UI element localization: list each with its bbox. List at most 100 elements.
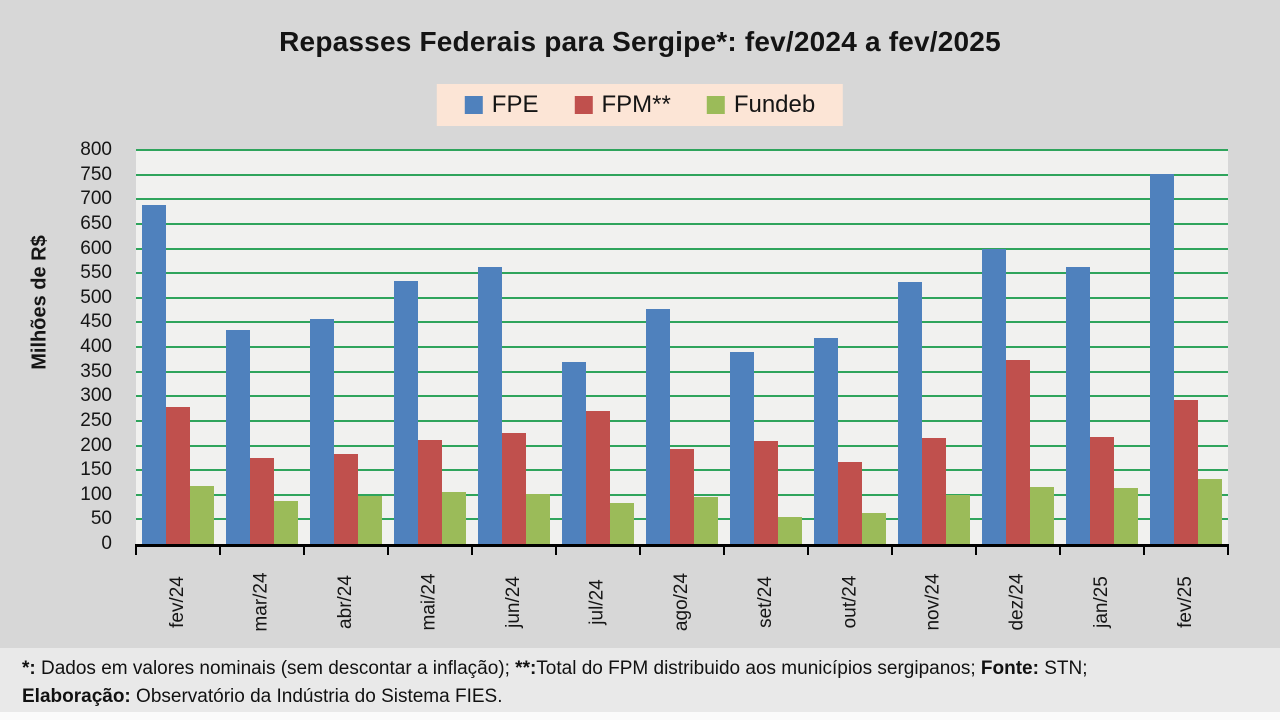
legend-item-fpe: FPE <box>464 91 539 119</box>
x-axis-tick <box>471 544 473 555</box>
bar-fpm-dez24 <box>1006 360 1030 544</box>
y-tick-label: 700 <box>80 188 112 210</box>
bottom-strip <box>0 712 1280 720</box>
x-axis-tick <box>219 544 221 555</box>
bar-fpm-mai24 <box>418 440 442 544</box>
bar-group-fev24 <box>136 150 220 544</box>
bar-fpm-ago24 <box>670 449 694 544</box>
y-tick-label: 100 <box>80 483 112 505</box>
plot-area <box>136 149 1228 544</box>
bar-fpm-abr24 <box>334 454 358 544</box>
y-tick-label: 400 <box>80 336 112 357</box>
bar-group-jan25 <box>1060 150 1144 544</box>
x-axis-tick <box>723 544 725 555</box>
y-tick-label: 550 <box>80 262 112 284</box>
y-tick-label: 200 <box>80 434 112 456</box>
x-axis-label-fev24: fev/24 <box>166 576 188 628</box>
bar-fpe-ago24 <box>646 309 670 544</box>
footnote-segment: Elaboração: <box>22 685 131 707</box>
bar-fundeb-jun24 <box>526 494 550 544</box>
x-axis-label-dez24: dez/24 <box>1006 573 1028 631</box>
bar-fundeb-jan25 <box>1114 488 1138 544</box>
legend-label: FPE <box>491 91 539 118</box>
x-axis-line <box>136 544 1228 547</box>
bar-fpm-jun24 <box>502 433 526 544</box>
x-axis-label-abr24: abr/24 <box>335 575 356 629</box>
x-axis-tick <box>807 544 809 555</box>
bar-group-jul24 <box>556 150 640 544</box>
legend-swatch-icon <box>464 96 483 114</box>
footnote-segment: Dados em valores nominais (sem descontar… <box>35 658 516 679</box>
y-gridline <box>136 247 1228 250</box>
bar-fpm-out24 <box>838 462 862 544</box>
footnote-segment: **: <box>515 658 537 679</box>
bar-fpm-fev24 <box>166 407 190 544</box>
x-axis-tick <box>891 544 893 555</box>
footnote-line-2: Elaboração: Observatório da Indústria do… <box>22 683 1262 711</box>
bar-group-fev25 <box>1144 150 1228 544</box>
y-gridline <box>136 296 1228 299</box>
y-tick-label: 350 <box>80 360 112 382</box>
y-tick-label: 300 <box>80 385 112 407</box>
footnote-line-1: *: Dados em valores nominais (sem descon… <box>22 655 1262 683</box>
y-gridline <box>136 272 1228 275</box>
y-gridline <box>136 222 1228 225</box>
legend-item-fundeb: Fundeb <box>706 91 816 119</box>
x-axis-label-jul24: jul/24 <box>586 579 608 625</box>
x-axis-tick <box>639 544 641 555</box>
legend-swatch-icon <box>574 96 593 114</box>
bar-fpm-fev25 <box>1174 400 1198 544</box>
bar-fundeb-mai24 <box>442 492 466 544</box>
footnote-segment: *: <box>22 658 36 679</box>
bar-fpe-out24 <box>814 338 838 544</box>
bar-fpe-dez24 <box>982 249 1006 544</box>
bar-fundeb-ago24 <box>694 497 718 544</box>
footnote-segment: Fonte: <box>980 658 1039 679</box>
x-axis-tick <box>1059 544 1061 555</box>
legend-label: FPM** <box>601 91 671 118</box>
bar-group-ago24 <box>640 150 724 544</box>
legend: FPE FPM** Fundeb <box>436 84 844 126</box>
bar-fpe-jul24 <box>562 362 586 544</box>
bar-group-out24 <box>808 150 892 544</box>
footnote-segment: Observatório da Indústria do Sistema FIE… <box>130 685 503 707</box>
x-axis-label-out24: out/24 <box>838 575 860 629</box>
bar-fpe-mar24 <box>226 330 250 544</box>
bar-fpe-nov24 <box>898 282 922 544</box>
y-gridline <box>136 321 1228 324</box>
bar-fpm-mar24 <box>250 458 274 544</box>
bar-fpm-nov24 <box>922 438 946 544</box>
y-tick-label: 450 <box>80 311 112 333</box>
bar-group-mar24 <box>220 150 304 544</box>
bar-fundeb-dez24 <box>1030 487 1054 544</box>
x-axis-tick <box>135 544 137 555</box>
y-tick-label: 250 <box>80 409 112 431</box>
x-axis-tick <box>975 544 977 555</box>
bar-fpe-fev25 <box>1150 174 1174 544</box>
bar-fpe-mai24 <box>394 281 418 544</box>
y-gridline <box>136 444 1228 447</box>
y-gridline <box>136 173 1228 176</box>
x-axis-label-ago24: ago/24 <box>671 572 692 632</box>
bar-fpe-jun24 <box>478 267 502 544</box>
legend-label: Fundeb <box>733 91 816 118</box>
footnote-segment: STN; <box>1038 658 1088 679</box>
bar-fpe-fev24 <box>142 205 166 544</box>
y-gridline <box>136 198 1228 201</box>
chart-title: Repasses Federais para Sergipe*: fev/202… <box>279 26 1001 57</box>
x-axis-label-nov24: nov/24 <box>922 573 944 631</box>
y-gridline <box>136 370 1228 373</box>
bar-fpm-jan25 <box>1090 437 1114 544</box>
x-axis-tick <box>387 544 389 555</box>
bar-group-set24 <box>724 150 808 544</box>
legend-item-fpm: FPM** <box>574 91 671 119</box>
x-axis-label-mar24: mar/24 <box>250 572 272 632</box>
y-gridline <box>136 149 1228 151</box>
bar-fundeb-fev24 <box>190 486 214 544</box>
y-gridline <box>136 419 1228 422</box>
y-tick-label: 600 <box>80 237 112 259</box>
x-axis-label-jun24: jun/24 <box>503 576 524 628</box>
y-gridline <box>136 346 1228 348</box>
bar-group-dez24 <box>976 150 1060 544</box>
bar-fpe-set24 <box>730 352 754 544</box>
